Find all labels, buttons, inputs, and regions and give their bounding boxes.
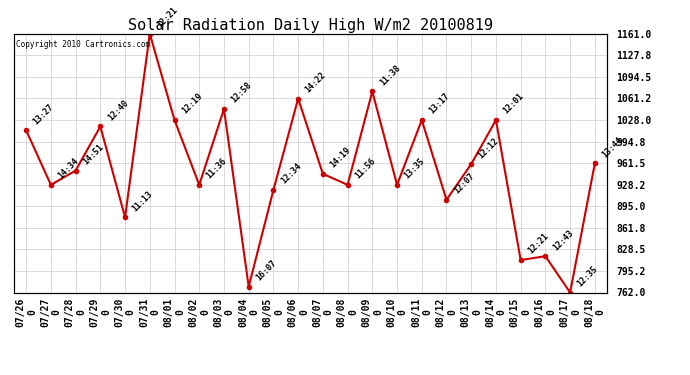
Text: 13:17: 13:17 [427, 92, 451, 116]
Text: 11:56: 11:56 [353, 157, 377, 181]
Text: 12:21: 12:21 [526, 232, 550, 256]
Text: Copyright 2010 Cartronics.com: Copyright 2010 Cartronics.com [16, 40, 150, 49]
Text: 13:44: 13:44 [600, 135, 624, 159]
Text: 11:38: 11:38 [378, 63, 402, 87]
Text: 12:58: 12:58 [230, 81, 253, 105]
Text: 13:35: 13:35 [402, 157, 426, 181]
Text: 16:07: 16:07 [254, 258, 278, 282]
Text: 11:13: 11:13 [130, 189, 155, 213]
Text: 12:21: 12:21 [155, 6, 179, 30]
Text: 12:19: 12:19 [180, 92, 204, 116]
Text: 12:40: 12:40 [106, 98, 130, 122]
Text: 12:01: 12:01 [502, 92, 526, 116]
Text: 12:07: 12:07 [452, 171, 476, 196]
Text: 12:12: 12:12 [477, 136, 501, 160]
Text: 14:22: 14:22 [304, 70, 328, 94]
Text: 14:19: 14:19 [328, 146, 353, 170]
Text: 11:36: 11:36 [205, 157, 229, 181]
Title: Solar Radiation Daily High W/m2 20100819: Solar Radiation Daily High W/m2 20100819 [128, 18, 493, 33]
Text: 13:27: 13:27 [32, 102, 56, 126]
Text: 12:43: 12:43 [551, 228, 575, 252]
Text: 14:34: 14:34 [57, 157, 81, 181]
Text: 14:51: 14:51 [81, 142, 105, 166]
Text: 12:34: 12:34 [279, 162, 303, 186]
Text: 12:35: 12:35 [575, 264, 600, 288]
